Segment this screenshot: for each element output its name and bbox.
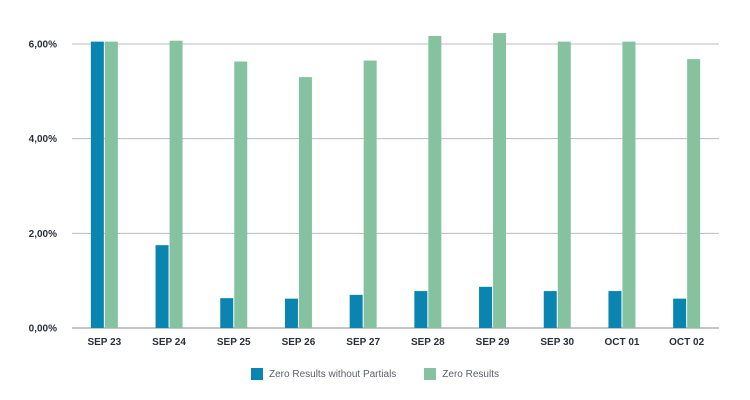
y-axis-ticks: 0,00% 2,00% 4,00% 6,00% [29,40,57,335]
bar-zero-results [622,41,636,329]
gridlines [72,43,719,329]
x-tick-label: SEP 29 [476,337,510,348]
y-tick-label: 0,00% [29,324,57,335]
legend: Zero Results without Partials Zero Resul… [0,368,750,380]
y-tick-label: 4,00% [29,134,57,145]
legend-swatch-zero-results [424,368,437,380]
bar-zero-results [104,41,118,329]
legend-item-zero-results: Zero Results [424,368,499,380]
x-tick-label: SEP 23 [87,337,121,348]
bar-zero-results [234,61,248,328]
bar-zero-results-without-partials [543,291,557,328]
legend-swatch-zero-results-without-partials [251,368,264,380]
bar-zero-results-without-partials [155,245,169,328]
bar-zero-results [493,33,507,328]
bar-zero-results-without-partials [414,291,428,328]
legend-label-zero-results-without-partials: Zero Results without Partials [269,368,397,380]
legend-label-zero-results: Zero Results [442,368,499,380]
bar-zero-results-without-partials [673,298,687,328]
bar-zero-results [428,35,442,328]
bar-zero-results-without-partials [220,298,234,328]
x-tick-label: OCT 01 [604,337,639,348]
bar-zero-results [557,41,571,329]
x-tick-label: SEP 24 [152,337,186,348]
x-axis-ticks: SEP 23 SEP 24 SEP 25 SEP 26 SEP 27 SEP 28 SEP … [87,337,704,348]
bar-zero-results-without-partials [479,286,493,328]
bar-zero-results [687,59,701,328]
bar-zero-results [169,40,183,328]
y-tick-label: 2,00% [29,229,57,240]
x-tick-label: SEP 27 [346,337,380,348]
legend-item-zero-results-without-partials: Zero Results without Partials [251,368,396,380]
x-tick-label: SEP 30 [540,337,574,348]
x-tick-label: SEP 28 [411,337,445,348]
bar-zero-results [363,60,377,329]
bar-zero-results-without-partials [349,294,363,328]
bar-zero-results-without-partials [90,41,104,329]
bar-zero-results-without-partials [608,291,622,328]
y-tick-label: 6,00% [29,40,57,51]
bar-zero-results [298,77,312,328]
x-tick-label: SEP 25 [217,337,251,348]
x-tick-label: OCT 02 [669,337,704,348]
x-tick-label: SEP 26 [282,337,316,348]
bars [90,33,701,329]
bar-zero-results-without-partials [284,298,298,328]
